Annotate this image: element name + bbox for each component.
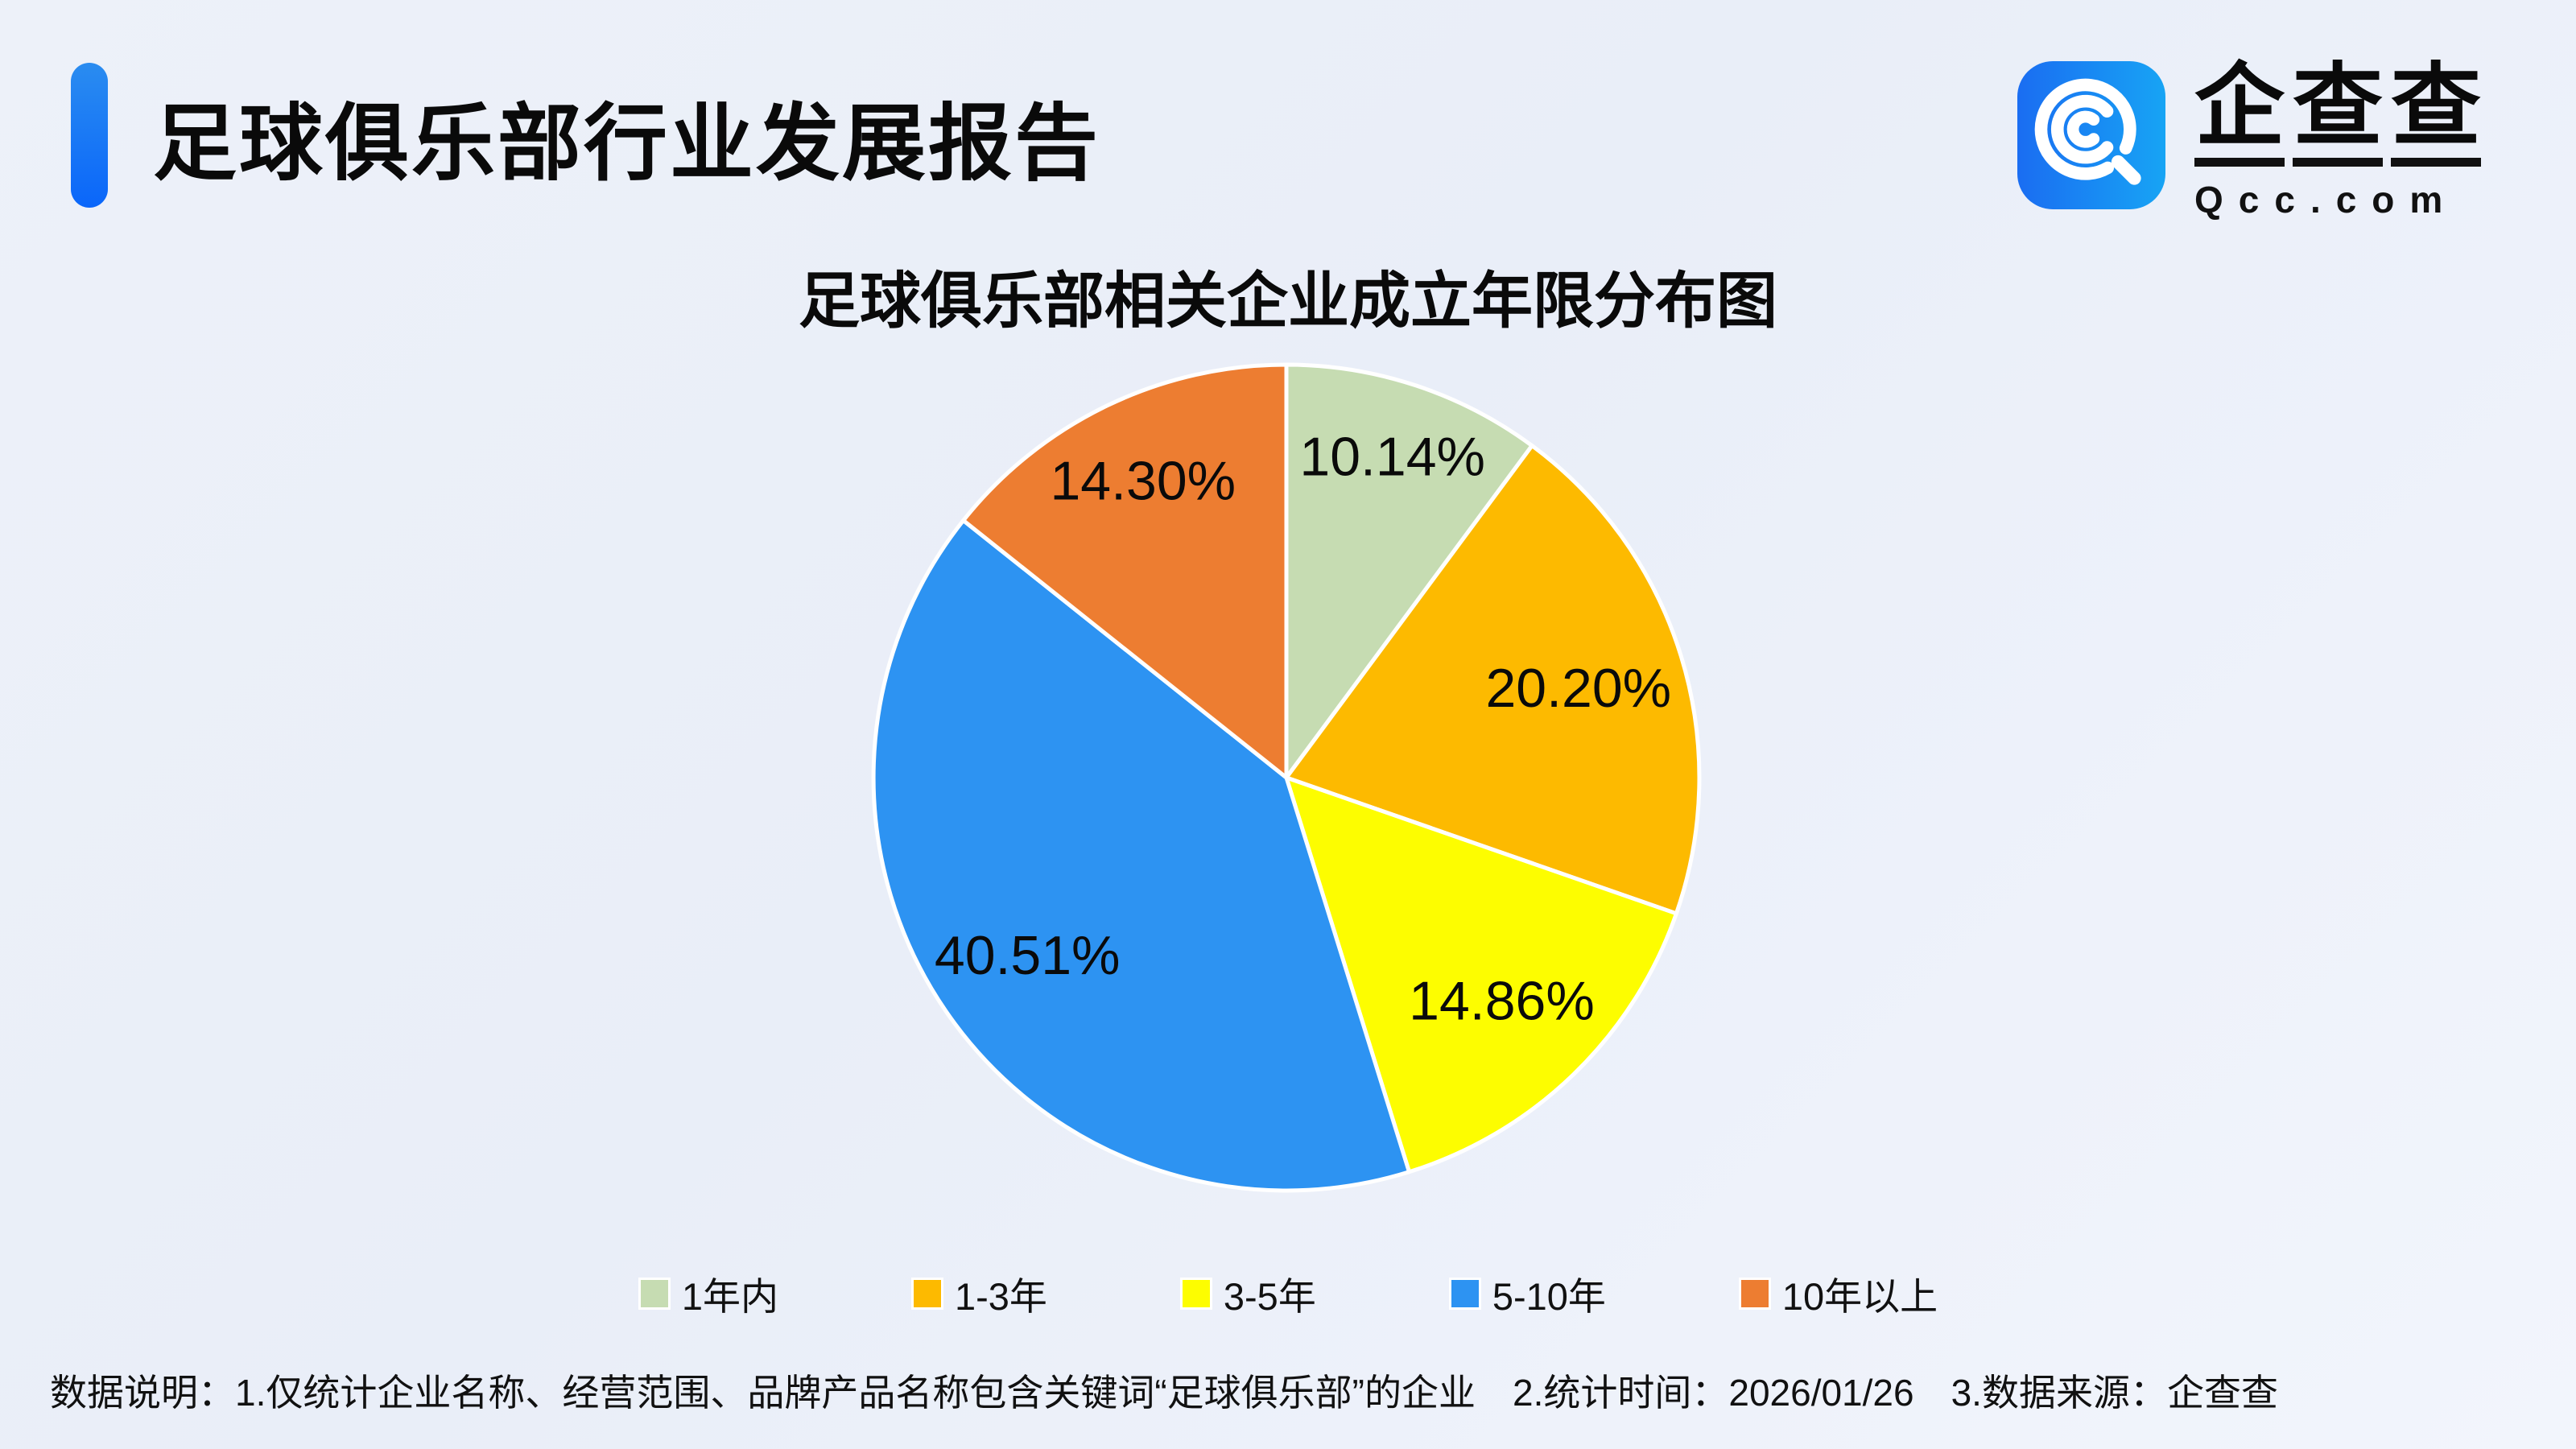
legend-swatch-gold (910, 1277, 943, 1310)
data-notes: 数据说明：1.仅统计企业名称、经营范围、品牌产品名称包含关键词“足球俱乐部”的企… (50, 1372, 2278, 1414)
legend-label: 10年以上 (1781, 1275, 1938, 1318)
pie-slice-label-0: 10.14% (1299, 427, 1485, 488)
pie-slice-0 (1284, 362, 1534, 780)
qcc-logo-icon (2017, 61, 2165, 209)
legend-label: 5-10年 (1492, 1275, 1606, 1318)
pie-slice-1 (1284, 444, 1702, 916)
legend-item-over-10years: 10年以上 (1738, 1265, 1938, 1321)
legend-item-5-10years: 5-10年 (1448, 1265, 1606, 1321)
legend-swatch-blue (1448, 1277, 1481, 1310)
pie-slice-label-2: 14.86% (1409, 971, 1595, 1032)
legend-item-3-5years: 3-5年 (1179, 1265, 1316, 1321)
brand-char: 企 (2194, 61, 2285, 167)
legend-item-1-3years: 1-3年 (910, 1265, 1047, 1321)
brand-domain: Qcc.com (2194, 179, 2458, 221)
pie-chart: 10.14% 20.20% 14.86% 40.51% 14.30% (844, 335, 1729, 1220)
pie-slice-2 (1284, 775, 1678, 1174)
legend-swatch-yellow (1179, 1277, 1212, 1310)
legend-label: 1年内 (681, 1275, 778, 1318)
page-title: 足球俱乐部行业发展报告 (153, 97, 1101, 191)
brand-name: 企 查 查 (2194, 61, 2481, 167)
chart-title: 足球俱乐部相关企业成立年限分布图 (799, 267, 1777, 336)
pie-slice-3 (871, 518, 1411, 1193)
qcc-logo: 企 查 查 Qcc.com (2017, 61, 2481, 221)
pie-chart-svg: 10.14% 20.20% 14.86% 40.51% 14.30% (871, 362, 1702, 1193)
brand-char: 查 (2391, 61, 2481, 167)
legend-swatch-orange (1738, 1277, 1771, 1310)
pie-slice-label-4: 14.30% (1050, 450, 1236, 511)
legend-label: 3-5年 (1223, 1275, 1316, 1318)
pie-slice-label-1: 20.20% (1485, 658, 1671, 719)
title-accent-bar (71, 63, 108, 208)
brand-char: 查 (2293, 61, 2383, 167)
pie-slice-4 (961, 362, 1289, 780)
pie-slice-label-3: 40.51% (935, 925, 1121, 986)
chart-legend: 1年内 1-3年 3-5年 5-10年 10年以上 (0, 1265, 2576, 1321)
legend-label: 1-3年 (954, 1275, 1047, 1318)
legend-item-1year: 1年内 (638, 1265, 778, 1321)
legend-swatch-green (638, 1277, 671, 1310)
qcc-logo-text: 企 查 查 Qcc.com (2194, 61, 2481, 221)
